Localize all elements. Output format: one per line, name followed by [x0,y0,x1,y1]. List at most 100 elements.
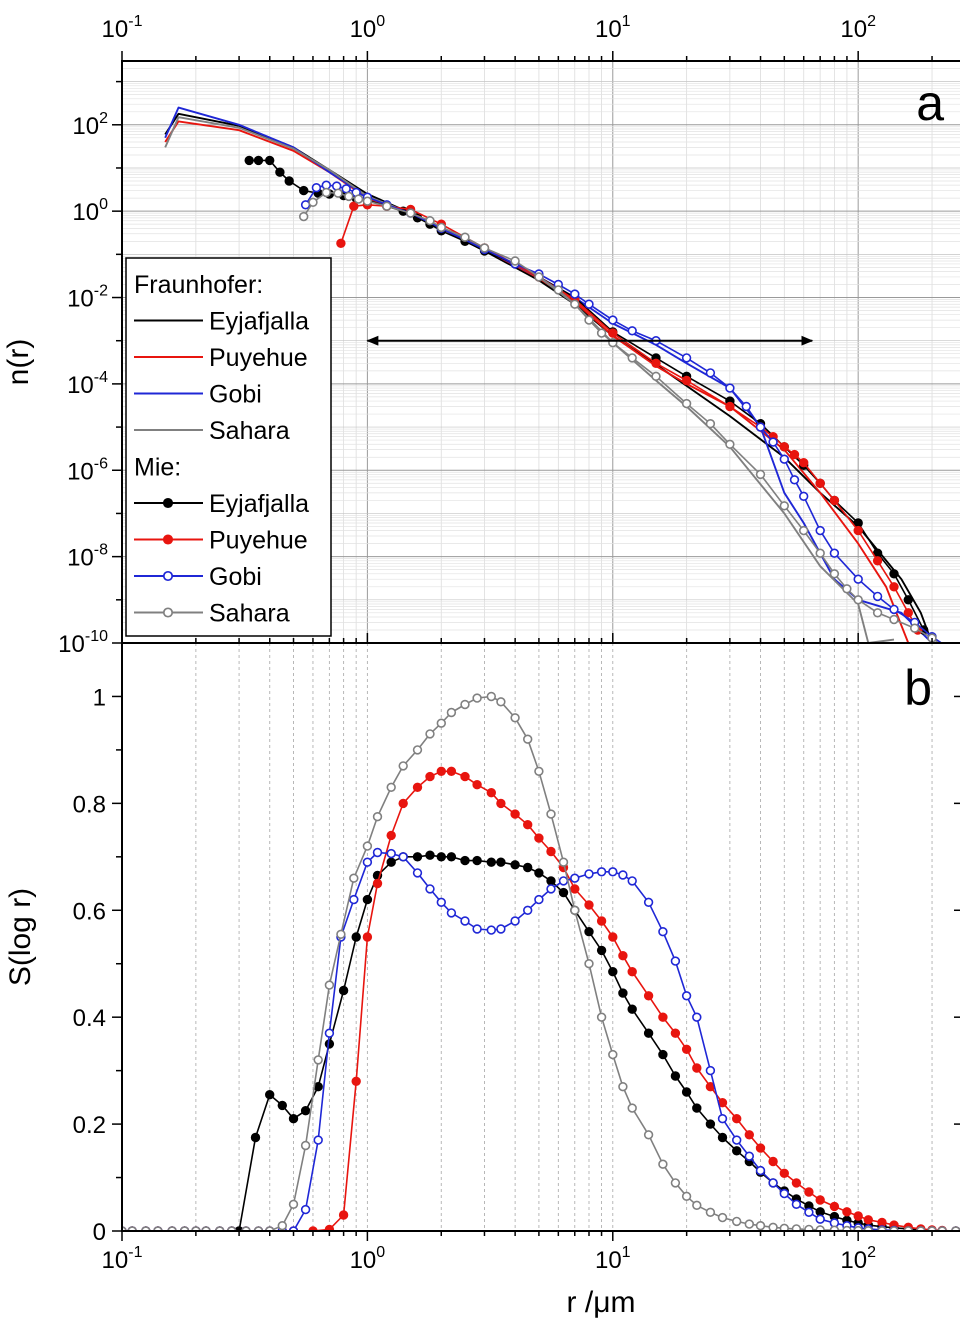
panel-b-grid [195,643,933,1231]
data-point [804,1187,814,1197]
data-point [412,852,423,862]
data-point [496,857,506,867]
data-point [446,852,457,862]
data-point [584,299,594,309]
data-point [741,401,751,412]
data-point [948,646,956,654]
data-point [791,1178,802,1188]
data-point [486,857,496,867]
data-point [744,1219,754,1229]
data-point [815,548,825,558]
data-point [596,1012,607,1022]
data-point [425,216,435,226]
data-point [627,353,637,363]
data-point [627,1004,637,1014]
panel-b-frame [121,642,960,1232]
data-point [608,328,618,338]
data-point [755,469,766,480]
data-point [596,867,607,877]
legend-group-title: Fraunhofer: [134,271,263,299]
data-point [338,985,349,996]
data-point [446,766,457,776]
y-tick-label-a: 102 [72,110,108,140]
series-line [249,159,925,631]
data-point [398,798,408,809]
data-point [681,1191,692,1202]
data-point [349,894,359,905]
data-point [731,1216,742,1227]
data-point [398,761,408,771]
data-point [692,1063,702,1073]
data-point [265,155,275,166]
data-point [496,697,506,707]
data-point [546,809,556,819]
y-axis-title-a: n(r) [2,339,35,386]
data-point [608,1049,618,1060]
data-point [386,782,396,792]
data-point [779,442,789,452]
data-point [382,201,392,211]
data-point [336,238,346,249]
data-point [349,201,359,211]
y-tick-label-b: 0.2 [73,1112,106,1139]
data-point [446,908,457,918]
data-point [510,809,520,819]
data-point [815,525,825,536]
data-point [522,819,533,830]
data-point [534,894,544,905]
data-point [362,857,373,867]
series-line [122,854,956,1231]
y-axis-title-b: S(log r) [4,888,37,986]
data-point [558,857,569,867]
data-point [341,184,351,194]
data-point [681,1044,692,1055]
data-point [670,956,681,966]
data-point [324,1224,335,1231]
data-point [705,1119,716,1129]
data-point [372,847,383,858]
data-point [362,894,373,905]
data-point [779,1223,789,1231]
x-tick-label-top: 101 [595,13,631,43]
data-point [386,857,396,867]
data-point [608,867,618,877]
data-point [705,1207,716,1218]
data-point [486,787,496,798]
x-tick-label-bottom: 102 [840,1244,876,1274]
data-point [584,315,594,325]
data-point [522,905,533,915]
series-gobi [300,180,956,654]
data-point [336,929,346,939]
x-tick-label-top: 100 [350,13,386,43]
data-point [472,779,482,790]
data-point [670,1178,681,1188]
data-point [486,925,496,935]
y-tick-label-a: 10-4 [67,369,108,399]
data-point [618,950,628,961]
data-point [618,870,628,880]
x-axis-title: r /μm [567,1286,636,1319]
data-point [460,855,470,866]
data-point [608,966,618,977]
data-point [425,771,435,782]
data-point [651,358,661,368]
data-point [386,830,396,841]
y-tick-label-a: 10-10 [58,628,108,658]
data-point [244,155,254,166]
data-point [405,208,416,218]
y-tick-label-b: 0 [93,1219,106,1246]
data-point [324,1039,335,1049]
data-point [570,873,580,883]
data-point [534,272,544,282]
y-tick-label-b: 0.8 [73,791,106,818]
x-tick-label-top: 102 [840,13,876,43]
data-point [627,1103,637,1113]
data-point [596,328,607,338]
data-point [755,1143,766,1153]
data-point [658,1159,668,1169]
panel-a-series [164,106,956,654]
data-point [553,285,563,295]
data-point [522,734,533,744]
data-point [372,811,383,822]
legend-entry-eyjafjalla: Eyjafjalla [209,490,309,518]
